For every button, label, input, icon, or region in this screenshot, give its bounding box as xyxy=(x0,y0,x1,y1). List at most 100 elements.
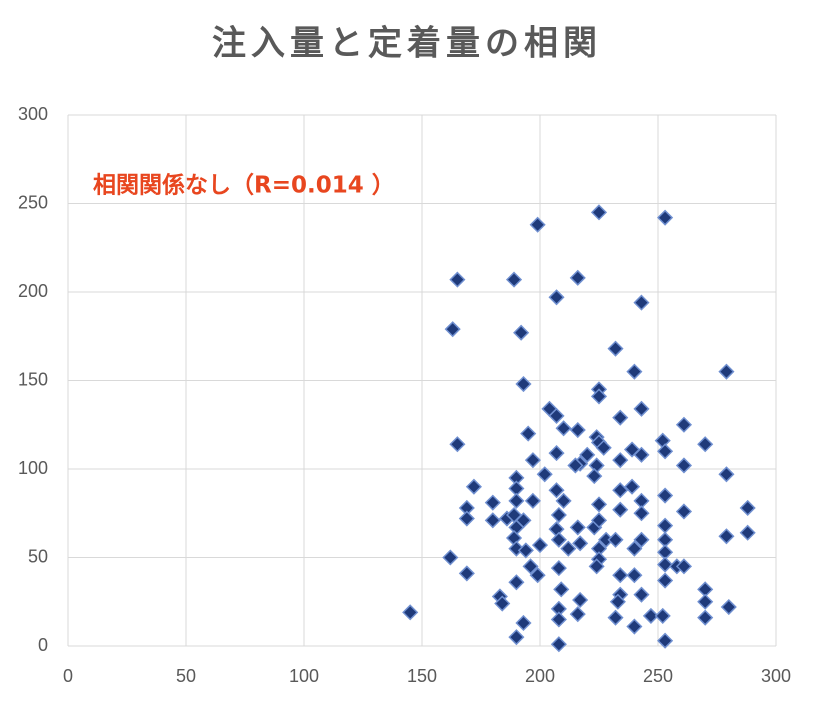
point xyxy=(550,560,567,577)
point xyxy=(595,439,612,456)
point xyxy=(449,271,466,288)
point xyxy=(569,519,586,536)
point xyxy=(626,618,643,635)
point xyxy=(633,294,650,311)
point xyxy=(524,452,541,469)
point xyxy=(675,558,693,575)
chart-title: 注入量と定着量の相関 xyxy=(212,24,602,64)
point xyxy=(697,609,714,626)
point xyxy=(515,614,532,632)
y-tick-label: 0 xyxy=(38,635,48,655)
point xyxy=(458,510,475,527)
point xyxy=(654,607,671,624)
point xyxy=(579,446,596,463)
point xyxy=(569,606,586,623)
point xyxy=(657,556,674,573)
point xyxy=(550,506,567,524)
x-tick-label: 200 xyxy=(525,666,555,686)
point xyxy=(572,535,589,552)
point xyxy=(508,574,525,591)
point xyxy=(402,604,419,621)
point xyxy=(697,436,714,453)
point xyxy=(633,505,650,522)
point xyxy=(633,446,650,463)
point xyxy=(449,436,466,453)
point xyxy=(442,549,459,566)
point xyxy=(626,567,643,584)
y-tick-label: 50 xyxy=(28,546,48,566)
point xyxy=(515,375,532,393)
point xyxy=(529,216,546,233)
x-tick-label: 50 xyxy=(176,666,196,686)
point xyxy=(590,512,608,529)
point xyxy=(633,400,650,417)
x-tick-label: 250 xyxy=(643,666,673,686)
point xyxy=(657,572,674,589)
point xyxy=(590,388,608,405)
point xyxy=(548,521,565,538)
point xyxy=(607,340,624,357)
point xyxy=(657,517,674,534)
point xyxy=(520,425,537,442)
point xyxy=(657,487,674,504)
y-tick-label: 300 xyxy=(18,104,48,124)
point xyxy=(458,565,475,582)
point xyxy=(612,501,629,518)
point xyxy=(505,271,523,288)
point xyxy=(508,629,525,646)
point xyxy=(484,494,501,511)
x-tick-label: 100 xyxy=(289,666,319,686)
point xyxy=(517,542,534,559)
point xyxy=(612,409,629,426)
point xyxy=(718,466,735,483)
point xyxy=(508,492,525,509)
point xyxy=(548,289,565,306)
point xyxy=(531,537,549,554)
point xyxy=(718,528,735,545)
x-tick-label: 0 xyxy=(63,666,73,686)
point xyxy=(590,204,608,221)
point xyxy=(657,632,674,649)
point xyxy=(607,609,624,626)
point xyxy=(675,416,693,433)
point xyxy=(657,443,674,460)
point xyxy=(626,363,643,380)
point xyxy=(588,457,605,474)
point xyxy=(739,499,756,517)
point xyxy=(697,593,714,610)
point xyxy=(586,468,603,485)
point xyxy=(522,558,539,575)
point xyxy=(720,598,737,616)
point xyxy=(612,567,629,584)
x-tick-label: 300 xyxy=(761,666,791,686)
point xyxy=(550,636,567,653)
point xyxy=(572,591,589,609)
point xyxy=(555,492,572,509)
point xyxy=(513,324,530,341)
point xyxy=(548,407,565,424)
point xyxy=(569,421,586,439)
annotation: 相関関係なし（R=0.014 ） xyxy=(93,172,395,199)
point xyxy=(739,524,756,541)
point xyxy=(536,466,553,483)
point xyxy=(505,529,523,547)
point xyxy=(550,531,567,548)
point xyxy=(588,558,605,575)
point xyxy=(524,492,541,509)
point xyxy=(642,607,659,624)
point xyxy=(718,363,735,380)
point xyxy=(607,531,624,548)
point xyxy=(484,512,501,529)
y-tick-label: 200 xyxy=(18,281,48,301)
point xyxy=(553,581,570,598)
point xyxy=(609,593,626,610)
point xyxy=(633,531,650,548)
point xyxy=(465,478,482,495)
point xyxy=(626,540,643,557)
point xyxy=(548,445,565,462)
point xyxy=(633,586,650,603)
point xyxy=(657,209,674,226)
point xyxy=(675,457,693,474)
point xyxy=(612,452,629,469)
